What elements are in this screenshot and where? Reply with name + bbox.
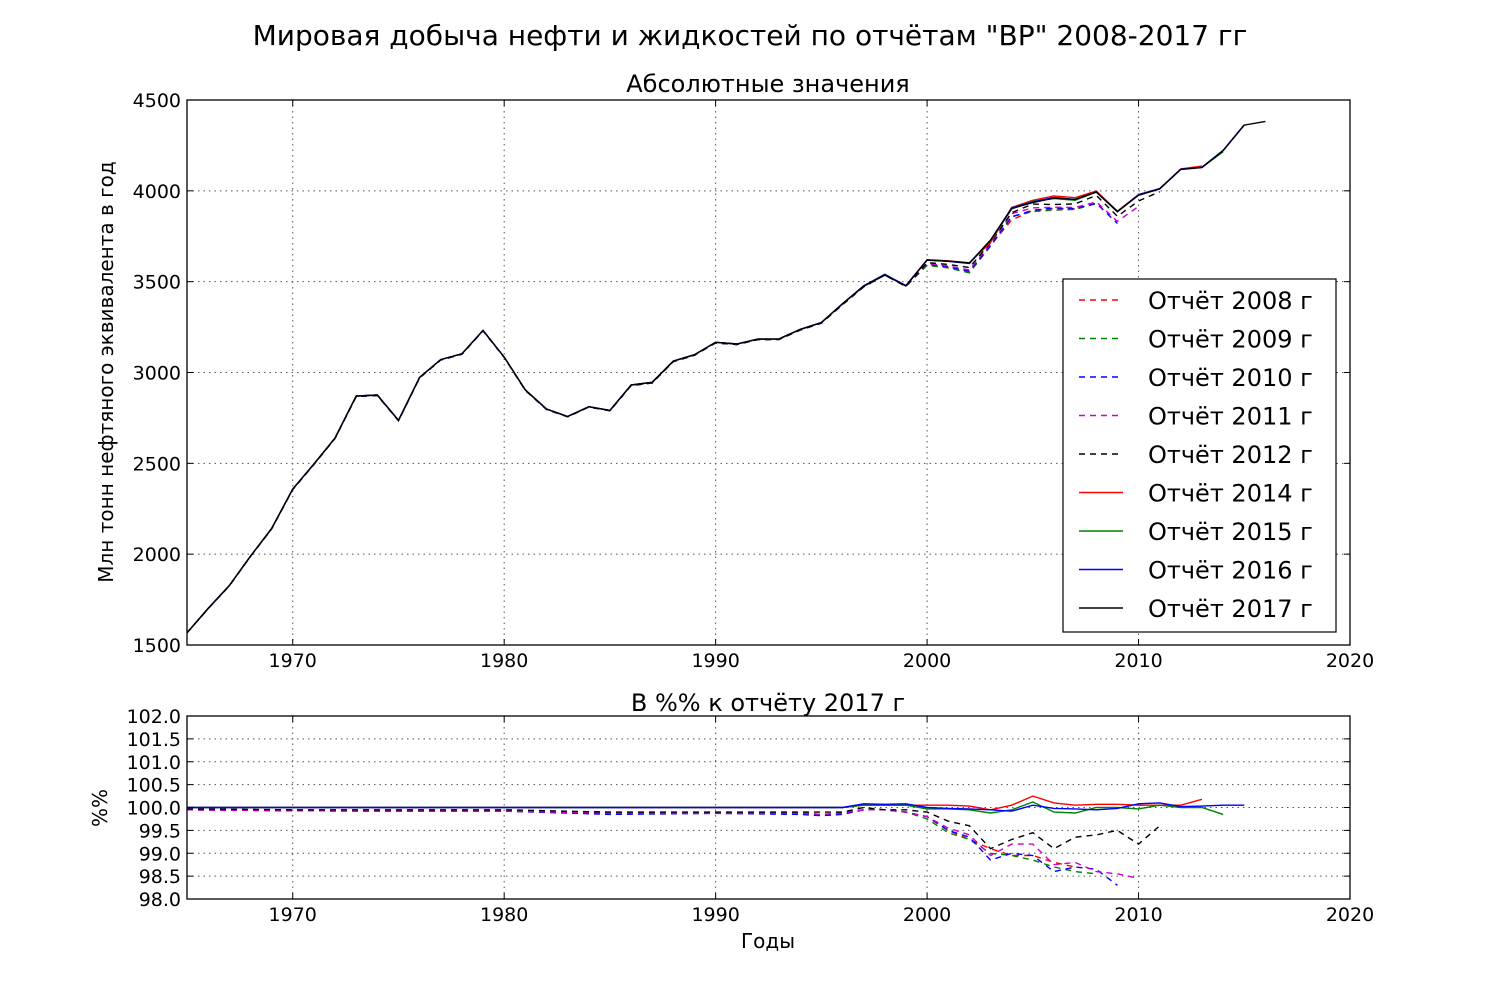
- legend-label-report-2008: Отчёт 2008 г: [1148, 287, 1313, 315]
- y-tick-label: 98.5: [139, 866, 181, 888]
- y-tick-label: 101.5: [127, 729, 181, 751]
- y-tick-label: 100.0: [127, 798, 181, 820]
- legend-label-report-2014: Отчёт 2014 г: [1148, 480, 1313, 508]
- series-line-report-2012: [186, 806, 1161, 850]
- series-line-report-2012: [186, 191, 1160, 634]
- series-line-report-2009: [186, 809, 1097, 875]
- series-line-report-2016: [187, 802, 1245, 812]
- legend-label-report-2016: Отчёт 2016 г: [1148, 557, 1313, 585]
- series-line-report-2010: [186, 202, 1118, 634]
- absolute-values-chart: Абсолютные значения 1970 1980 1990 2000 2010…: [94, 70, 1374, 672]
- x-tick-label: 1980: [480, 650, 528, 672]
- x-tick-label: 2010: [1114, 904, 1162, 926]
- y-tick-label: 1500: [133, 635, 181, 657]
- series-line-report-2008: [186, 208, 1076, 634]
- legend-label-report-2010: Отчёт 2010 г: [1148, 364, 1313, 392]
- series-line-report-2011: [186, 201, 1139, 634]
- y-axis-label-percent: %%: [88, 789, 112, 827]
- y-tick-label: 2000: [133, 544, 181, 566]
- series-line-report-2017: [186, 120, 1266, 634]
- figure-suptitle: Мировая добыча нефти и жидкостей по отчё…: [253, 19, 1248, 52]
- x-tick-label: 1990: [691, 650, 739, 672]
- series-line-report-2010: [186, 809, 1118, 886]
- y-tick-label: 4500: [133, 90, 181, 112]
- y-tick-label: 2500: [133, 453, 181, 475]
- legend-label-report-2015: Отчёт 2015 г: [1148, 518, 1313, 546]
- x-tick-label: 1970: [269, 904, 317, 926]
- legend: Отчёт 2008 г Отчёт 2009 г Отчёт 2010 г Отчё…: [1062, 278, 1337, 633]
- y-tick-label: 98.0: [139, 889, 181, 911]
- y-tick-label: 99.5: [139, 820, 181, 842]
- x-tick-label: 1970: [269, 650, 317, 672]
- x-tick-label: 2000: [903, 650, 951, 672]
- x-axis-label: Годы: [741, 929, 795, 953]
- chart-title-absolute: Абсолютные значения: [626, 70, 910, 98]
- x-tick-label: 1990: [691, 904, 739, 926]
- legend-label-report-2012: Отчёт 2012 г: [1148, 441, 1313, 469]
- x-tick-label: 2000: [903, 904, 951, 926]
- y-tick-label: 3500: [133, 272, 181, 294]
- y-tick-label: 4000: [133, 181, 181, 203]
- y-tick-label: 101.0: [127, 752, 181, 774]
- percent-of-2017-chart: В %% к отчёту 2017 г 1970 1980 1990 2000 201…: [88, 689, 1374, 953]
- legend-box: [1062, 278, 1337, 633]
- x-tick-label: 2020: [1326, 904, 1374, 926]
- x-tick-label: 1980: [480, 904, 528, 926]
- y-tick-label: 102.0: [127, 706, 181, 728]
- y-tick-label: 3000: [133, 363, 181, 385]
- legend-label-report-2009: Отчёт 2009 г: [1148, 326, 1313, 354]
- x-tick-label: 2020: [1326, 650, 1374, 672]
- y-tick-label: 100.5: [127, 775, 181, 797]
- legend-label-report-2017: Отчёт 2017 г: [1148, 595, 1313, 623]
- legend-label-report-2011: Отчёт 2011 г: [1148, 403, 1313, 431]
- y-axis-label-absolute: Млн тонн нефтяного эквивалента в год: [94, 161, 118, 582]
- series-line-report-2009: [186, 203, 1097, 634]
- series-line-report-2011: [186, 809, 1139, 880]
- series-line-report-2008: [186, 809, 1076, 868]
- x-tick-label: 2010: [1114, 650, 1162, 672]
- y-tick-label: 99.0: [139, 843, 181, 865]
- chart-title-percent: В %% к отчёту 2017 г: [631, 689, 905, 717]
- series-line-report-2014: [186, 165, 1203, 634]
